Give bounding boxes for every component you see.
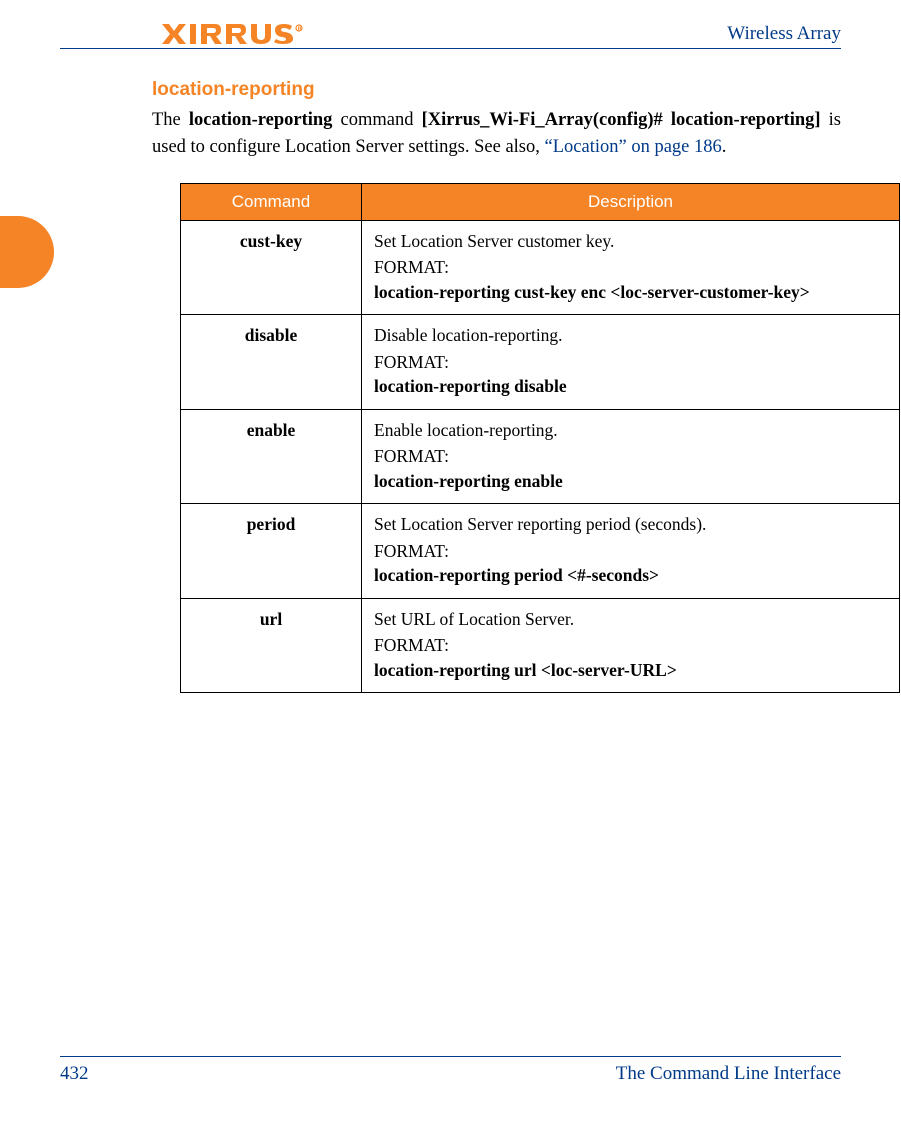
- side-tab: [0, 216, 54, 288]
- format-syntax: location-reporting url <loc-server-URL>: [374, 658, 887, 683]
- header-title: Wireless Array: [727, 23, 841, 45]
- cell-description: Enable location-reporting. FORMAT: locat…: [362, 409, 900, 504]
- cell-description: Set Location Server customer key. FORMAT…: [362, 220, 900, 315]
- table-row: url Set URL of Location Server. FORMAT: …: [181, 598, 900, 693]
- footer-bar: 432 The Command Line Interface: [60, 1056, 841, 1085]
- intro-text: The: [152, 110, 189, 130]
- format-label: FORMAT:: [374, 350, 887, 375]
- cell-command: disable: [181, 315, 362, 410]
- intro-paragraph: The location-reporting command [Xirrus_W…: [152, 107, 841, 161]
- page: R Wireless Array location-reporting The …: [0, 0, 901, 1133]
- header-bar: R Wireless Array: [60, 20, 841, 49]
- command-table: Command Description cust-key Set Locatio…: [180, 183, 900, 694]
- cell-command: enable: [181, 409, 362, 504]
- cmd-desc: Disable location-reporting.: [374, 325, 563, 345]
- cell-description: Set Location Server reporting period (se…: [362, 504, 900, 599]
- format-syntax: location-reporting enable: [374, 469, 887, 494]
- table-row: period Set Location Server reporting per…: [181, 504, 900, 599]
- col-header-command: Command: [181, 183, 362, 220]
- format-label: FORMAT:: [374, 539, 887, 564]
- intro-text: .: [722, 137, 727, 157]
- cmd-desc: Set Location Server reporting period (se…: [374, 514, 706, 534]
- page-number: 432: [60, 1063, 89, 1085]
- cell-description: Disable location-reporting. FORMAT: loca…: [362, 315, 900, 410]
- cell-description: Set URL of Location Server. FORMAT: loca…: [362, 598, 900, 693]
- cell-command: cust-key: [181, 220, 362, 315]
- cell-command: period: [181, 504, 362, 599]
- cross-ref-link[interactable]: “Location” on page 186: [545, 137, 722, 157]
- format-label: FORMAT:: [374, 255, 887, 280]
- footer-section: The Command Line Interface: [616, 1063, 841, 1085]
- col-header-description: Description: [362, 183, 900, 220]
- format-label: FORMAT:: [374, 444, 887, 469]
- format-syntax: location-reporting cust-key enc <loc-ser…: [374, 280, 887, 305]
- cmd-desc: Set URL of Location Server.: [374, 609, 574, 629]
- intro-command: location-reporting: [189, 110, 333, 130]
- intro-prompt: [Xirrus_Wi-Fi_Array(config)# location-re…: [422, 110, 821, 130]
- format-label: FORMAT:: [374, 633, 887, 658]
- table-header-row: Command Description: [181, 183, 900, 220]
- format-syntax: location-reporting disable: [374, 374, 887, 399]
- cell-command: url: [181, 598, 362, 693]
- table-row: enable Enable location-reporting. FORMAT…: [181, 409, 900, 504]
- intro-text: command: [332, 110, 421, 130]
- cmd-desc: Enable location-reporting.: [374, 420, 558, 440]
- table-row: disable Disable location-reporting. FORM…: [181, 315, 900, 410]
- cmd-desc: Set Location Server customer key.: [374, 231, 614, 251]
- table-row: cust-key Set Location Server customer ke…: [181, 220, 900, 315]
- brand-logo: R: [160, 22, 310, 46]
- format-syntax: location-reporting period <#-seconds>: [374, 563, 887, 588]
- section-heading: location-reporting: [152, 79, 841, 101]
